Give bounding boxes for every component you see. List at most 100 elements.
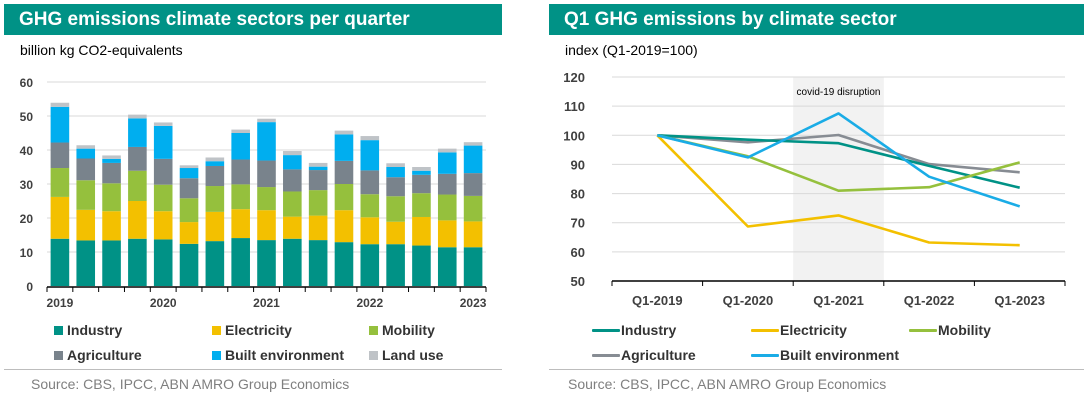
bar-stack [283,151,302,286]
legend-item: Electricity [751,322,847,338]
bar-segment-industry [386,244,405,286]
legend-swatch [212,350,221,360]
divider [549,369,1084,370]
bar-segment-built-environment [102,158,121,163]
bar-segment-electricity [463,221,483,248]
bar-stack [334,130,354,286]
bar-segment-electricity [257,210,276,241]
bar-segment-mobility [334,184,354,211]
legend-label: Electricity [225,322,292,338]
bar-segment-industry [231,238,250,286]
x-tick-label: Q1-2022 [904,293,955,308]
legend-item: Industry [54,322,122,338]
bar-segment-built-environment [437,152,457,174]
bar-segment-industry [128,238,147,286]
bar-stack [102,155,121,286]
y-tick-label: 50 [571,274,585,289]
legend-label: Industry [67,322,123,338]
legend-label: Mobility [382,322,435,338]
bar-segment-agriculture [231,159,250,185]
bar-segment-industry [257,240,276,286]
legend-item: Built environment [212,347,344,363]
bar-segment-agriculture [179,178,199,199]
bar-segment-land-use [102,155,121,159]
legend-line-swatch [751,328,779,332]
y-tick-label: 30 [20,178,34,192]
bar-segment-industry [102,240,121,286]
bar-segment-industry [360,244,380,286]
bar-segment-land-use [231,129,250,133]
x-tick-label: 2023 [460,296,487,310]
bar-segment-electricity [308,215,328,241]
bar-segment-industry [205,241,225,286]
bar-segment-agriculture [463,173,483,196]
y-tick-label: 90 [571,157,585,172]
bar-segment-electricity [50,196,70,239]
bar-segment-electricity [205,211,225,242]
bar-stack [179,165,199,286]
bar-segment-agriculture [283,169,302,192]
line-chart-plot: 50 60 70 80 90 100 110 120 covid-19 disruption Q1… [563,70,1066,308]
bar-segment-built-environment [334,134,354,161]
bar-segment-land-use [360,136,380,141]
y-tick-label: 110 [564,99,585,114]
y-tick-label: 60 [20,76,34,90]
bar-segment-industry [463,247,483,286]
x-tick-label: Q1-2020 [723,293,774,308]
legend-label: Land use [382,347,444,363]
legend-swatch [369,350,378,360]
bar-segment-built-environment [153,125,173,159]
bar-segment-industry [283,238,302,286]
bar-segment-built-environment [308,166,328,171]
bar-segment-electricity [179,222,199,244]
y-tick-label: 0 [26,280,33,294]
bar-stack [386,163,405,286]
bar-stack [153,122,173,286]
bar-segment-electricity [102,211,121,241]
legend-label: Built environment [780,347,900,363]
legend-swatch [212,325,221,335]
bar-segment-built-environment [231,133,250,160]
bar-segment-land-use [463,142,483,146]
bar-segment-agriculture [360,170,380,195]
y-axis-unit-label: index (Q1-2019=100) [565,42,698,58]
bar-segment-industry [412,245,431,286]
legend-label: Industry [621,322,677,338]
bar-segment-industry [308,240,328,286]
line-series-agriculture [657,133,1020,174]
bar-segment-agriculture [153,158,173,185]
bar-segment-mobility [412,193,431,217]
bar-segment-agriculture [386,177,405,197]
legend-item: Agriculture [54,347,142,363]
bar-segment-built-environment [463,145,483,174]
bar-stack [437,148,457,286]
covid-annotation: covid-19 disruption [797,87,881,98]
y-tick-label: 50 [20,110,34,124]
y-tick-label: 70 [571,216,585,231]
legend-item: Agriculture [592,347,696,363]
x-tick-label: Q1-2019 [632,293,683,308]
bar-segment-built-environment [76,148,96,159]
bar-segment-built-environment [360,140,380,171]
legend-line-swatch [592,353,620,357]
bar-segment-built-environment [50,106,70,143]
bar-segment-mobility [179,198,199,223]
legend-label: Agriculture [67,347,142,363]
bar-segment-land-use [334,130,354,135]
chart-title: GHG emissions climate sectors per quarte… [4,4,502,35]
bar-segment-land-use [437,148,457,153]
x-tick-label: 2020 [150,296,177,310]
stacked-bar-chart-panel: GHG emissions climate sectors per quarte… [0,0,540,403]
bar-segment-industry [334,242,354,286]
legend-item: Electricity [212,322,292,338]
bar-segment-mobility [205,186,225,212]
bar-segment-agriculture [128,146,147,171]
legend-swatch [369,325,378,335]
legend-line-swatch [751,353,779,357]
bar-stack [76,145,96,286]
bar-segment-mobility [386,196,405,222]
bar-segment-agriculture [50,142,70,169]
bar-segment-mobility [231,184,250,210]
bar-segment-electricity [283,216,302,239]
bar-stack [412,167,431,286]
